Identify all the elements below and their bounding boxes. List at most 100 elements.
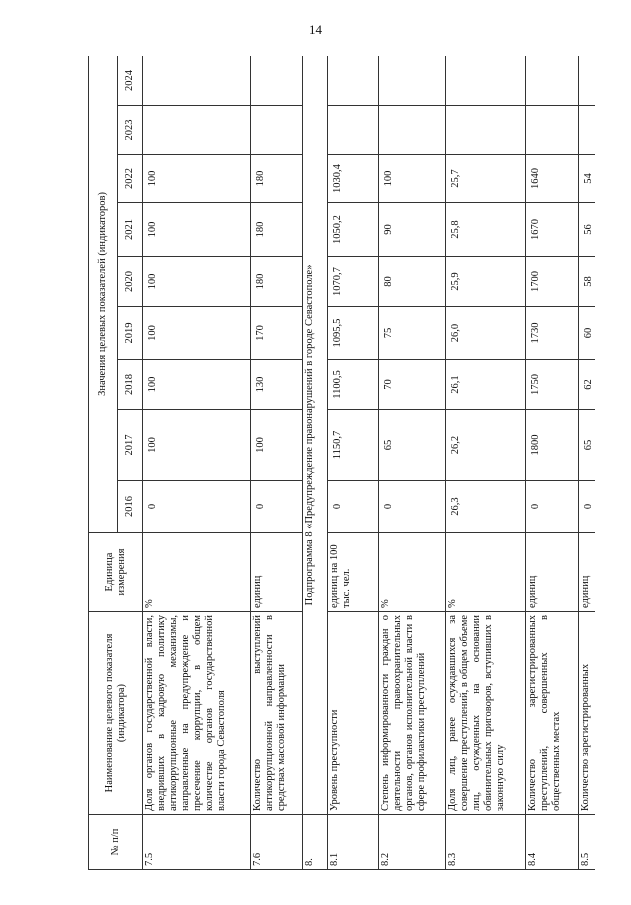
value-cell: 100 <box>142 359 251 410</box>
value-cell: 1095,5 <box>327 306 379 360</box>
value-cell: 62 <box>578 359 595 410</box>
value-cell <box>142 56 251 106</box>
header-year: 2022 <box>117 154 143 203</box>
value-cell: 1050,2 <box>327 202 379 257</box>
value-cell: 90 <box>378 202 446 257</box>
value-cell <box>445 105 526 155</box>
value-cell: 25,8 <box>445 202 526 257</box>
header-values-group: Значения целевых показателей (индикаторо… <box>88 56 118 533</box>
indicator-name: Доля органов государственной власти, вне… <box>142 611 251 815</box>
row-number: 8.1 <box>327 814 379 870</box>
value-cell: 80 <box>378 256 446 307</box>
value-cell <box>142 105 251 155</box>
indicator-name: Количество зарегистрированных преступлен… <box>525 611 579 815</box>
row-number: 8.2 <box>378 814 446 870</box>
value-cell <box>250 56 303 106</box>
value-cell: 100 <box>378 154 446 203</box>
page-number: 14 <box>309 22 322 37</box>
value-cell: 1070,7 <box>327 256 379 307</box>
value-cell: 1800 <box>525 409 579 481</box>
indicator-name: Количество выступлений антикоррупционной… <box>250 611 303 815</box>
value-cell: 100 <box>142 202 251 257</box>
indicators-table: № п/п Наименование целевого показателя (… <box>88 56 595 870</box>
rotated-table-container: № п/п Наименование целевого показателя (… <box>88 56 595 870</box>
value-cell: 1670 <box>525 202 579 257</box>
value-cell: 1030,4 <box>327 154 379 203</box>
value-cell <box>378 56 446 106</box>
header-year: 2024 <box>117 56 143 106</box>
header-year: 2019 <box>117 306 143 360</box>
unit-cell: единиц на 100 тыс. чел. <box>327 532 379 612</box>
table-row: 8.3 Доля лиц, ранее осуждавшихся за совер… <box>445 56 526 870</box>
unit-cell: единиц <box>578 532 595 612</box>
value-cell: 1700 <box>525 256 579 307</box>
header-year: 2021 <box>117 202 143 257</box>
table-row: 8.2 Степень информированности граждан о д… <box>378 56 446 870</box>
value-cell: 1150,7 <box>327 409 379 481</box>
value-cell: 180 <box>250 202 303 257</box>
value-cell: 26,2 <box>445 409 526 481</box>
value-cell <box>327 105 379 155</box>
header-year: 2023 <box>117 105 143 155</box>
value-cell: 65 <box>378 409 446 481</box>
row-number: 8.3 <box>445 814 526 870</box>
row-number: 8. <box>302 814 328 870</box>
value-cell: 100 <box>142 409 251 481</box>
value-cell: 75 <box>378 306 446 360</box>
indicator-name: Уровень преступности <box>327 611 379 815</box>
value-cell <box>250 105 303 155</box>
table-row: 7.5 Доля органов государственной власти, … <box>142 56 251 870</box>
value-cell: 54 <box>578 154 595 203</box>
value-cell: 0 <box>142 480 251 533</box>
table-row: 8.5 Количество зарегистрированных единиц 0 6… <box>578 56 595 870</box>
unit-cell: единиц <box>250 532 303 612</box>
value-cell <box>578 105 595 155</box>
header-year: 2020 <box>117 256 143 307</box>
table-row: 7.6 Количество выступлений антикоррупцион… <box>250 56 303 870</box>
header-year: 2017 <box>117 409 143 481</box>
row-number: 8.4 <box>525 814 579 870</box>
row-number: 8.5 <box>578 814 595 870</box>
value-cell: 25,7 <box>445 154 526 203</box>
value-cell: 100 <box>142 306 251 360</box>
value-cell: 1750 <box>525 359 579 410</box>
unit-cell: % <box>142 532 251 612</box>
value-cell: 0 <box>250 480 303 533</box>
indicator-name: Количество зарегистрированных <box>578 611 595 815</box>
value-cell <box>578 56 595 106</box>
value-cell: 26,1 <box>445 359 526 410</box>
value-cell: 0 <box>578 480 595 533</box>
indicator-name: Степень информированности граждан о деят… <box>378 611 446 815</box>
value-cell: 1640 <box>525 154 579 203</box>
indicator-name: Доля лиц, ранее осуждавшихся за совершен… <box>445 611 526 815</box>
value-cell: 0 <box>378 480 446 533</box>
header-year: 2018 <box>117 359 143 410</box>
value-cell: 170 <box>250 306 303 360</box>
table-row: 8.1 Уровень преступности единиц на 100 тыс… <box>327 56 379 870</box>
unit-cell: % <box>445 532 526 612</box>
value-cell <box>445 56 526 106</box>
value-cell: 65 <box>578 409 595 481</box>
value-cell <box>327 56 379 106</box>
value-cell: 100 <box>142 154 251 203</box>
header-unit: Единица измерения <box>88 532 143 612</box>
value-cell: 0 <box>327 480 379 533</box>
value-cell <box>525 56 579 106</box>
value-cell: 26,3 <box>445 480 526 533</box>
value-cell: 100 <box>142 256 251 307</box>
row-number: 7.6 <box>250 814 303 870</box>
value-cell: 56 <box>578 202 595 257</box>
header-num: № п/п <box>88 814 143 870</box>
value-cell <box>378 105 446 155</box>
unit-cell: единиц <box>525 532 579 612</box>
row-number: 7.5 <box>142 814 251 870</box>
unit-cell: % <box>378 532 446 612</box>
value-cell: 25,9 <box>445 256 526 307</box>
value-cell: 60 <box>578 306 595 360</box>
value-cell: 180 <box>250 256 303 307</box>
header-year: 2016 <box>117 480 143 533</box>
subprogram-title: Подпрограмма 8 «Предупреждение правонару… <box>302 56 328 815</box>
table-row: 8.4 Количество зарегистрированных преступ… <box>525 56 579 870</box>
subprogram-row: 8. Подпрограмма 8 «Предупреждение правона… <box>302 56 328 870</box>
value-cell <box>525 105 579 155</box>
